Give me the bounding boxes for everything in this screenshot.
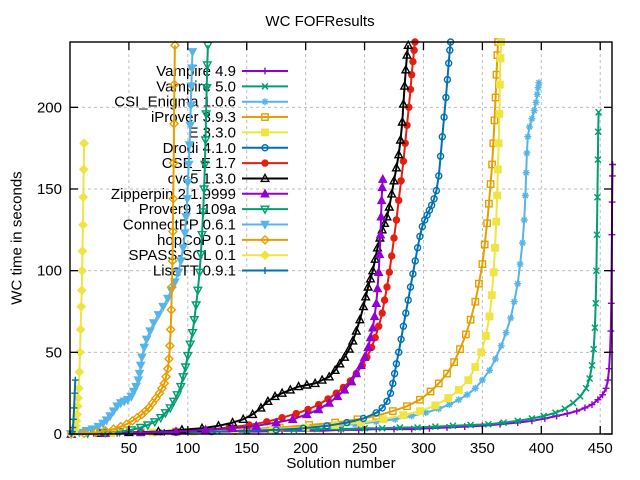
y-tick-label: 200 — [37, 99, 62, 116]
series-vampire-5-0 — [67, 108, 603, 438]
legend-item-cvc5-1-3-0: cvc5 1.3.0 — [168, 170, 288, 187]
y-tick-label: 100 — [37, 263, 62, 280]
chart-title: WC FOFResults — [265, 13, 375, 30]
x-tick-label: 250 — [352, 440, 377, 457]
series-drodi-4-1-0 — [67, 38, 455, 438]
x-tick-label: 400 — [529, 440, 554, 457]
x-axis-label: Solution number — [286, 455, 396, 472]
legend-label: ConnectPP 0.6.1 — [123, 217, 236, 234]
legend-item-e-3-3-0: E 3.3.0 — [188, 124, 288, 141]
x-tick-label: 200 — [293, 440, 318, 457]
series-lisatt-0-9-1 — [67, 376, 79, 438]
legend-item-drodi-4-1-0: Drodi 4.1.0 — [163, 140, 288, 157]
x-tick-label: 150 — [234, 440, 259, 457]
x-tick-label: 50 — [121, 440, 138, 457]
legend-label: CSE_E 1.7 — [162, 155, 236, 172]
series-line — [71, 41, 416, 435]
legend-label: E 3.3.0 — [188, 124, 236, 141]
legend-label: Vampire 4.9 — [156, 63, 236, 80]
x-tick-label: 350 — [470, 440, 495, 457]
x-tick-label: 100 — [175, 440, 200, 457]
series-markers — [66, 138, 90, 439]
series-line — [71, 45, 176, 435]
legend-item-vampire-4-9: Vampire 4.9 — [156, 63, 288, 80]
legend-label: hopCoP 0.1 — [157, 232, 236, 249]
series-markers — [67, 376, 79, 438]
legend-label: Drodi 4.1.0 — [163, 140, 236, 157]
legend-item-lisatt-0-9-1: LisaTT 0.9.1 — [153, 263, 288, 280]
axes: 50 100 150 200 250 300 350 400 450 0 50 100 150 200 — [37, 41, 613, 457]
series-cvc5-1-3-0 — [66, 39, 414, 438]
legend-label: cvc5 1.3.0 — [168, 170, 236, 187]
series-line — [71, 41, 500, 435]
series-spass-scl-0-1 — [66, 138, 90, 439]
y-tick-label: 150 — [37, 181, 62, 198]
series-markers — [67, 108, 603, 438]
plot-border — [69, 41, 613, 435]
legend-item-connectpp-0-6-1: ConnectPP 0.6.1 — [123, 217, 288, 234]
y-tick-label: 0 — [54, 426, 62, 443]
y-tick-label: 50 — [45, 344, 62, 361]
legend-item-hopcop-0-1: hopCoP 0.1 — [157, 232, 288, 249]
legend-item-prover9-1109a: Prover9 1109a — [139, 201, 288, 218]
x-tick-label: 450 — [588, 440, 613, 457]
series-connectpp-0-6-1 — [66, 48, 198, 440]
y-axis-label: WC time in seconds — [8, 171, 26, 305]
gridlines — [70, 42, 612, 434]
x-tick-label: 300 — [411, 440, 436, 457]
legend-item-cse-e-1-7: CSE_E 1.7 — [162, 155, 288, 172]
legend-label: Prover9 1109a — [139, 201, 237, 218]
legend-label: LisaTT 0.9.1 — [153, 263, 236, 280]
